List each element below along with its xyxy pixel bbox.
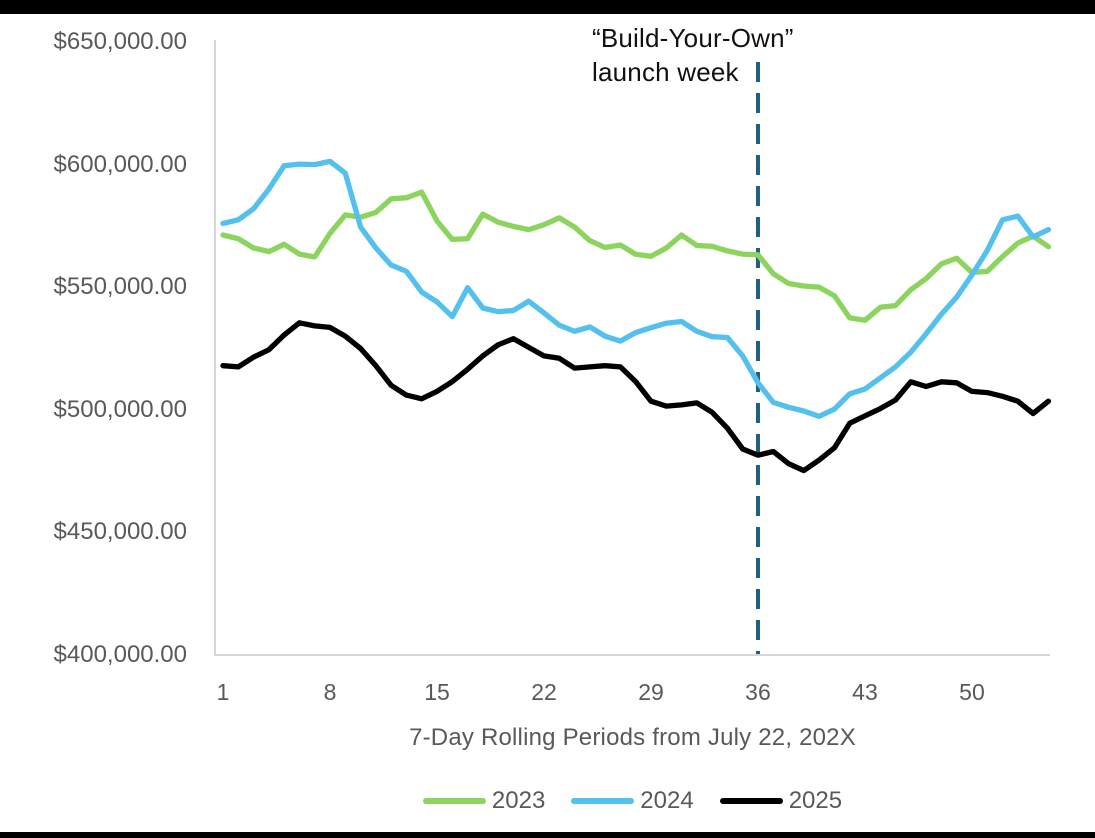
y-tick-label: $500,000.00 bbox=[53, 395, 187, 423]
series-line-2025 bbox=[220, 320, 1052, 474]
annotation-line-1: “Build-Your-Own” bbox=[592, 23, 794, 53]
series-line-2023 bbox=[220, 189, 1052, 323]
legend-swatch-2025 bbox=[719, 798, 783, 804]
x-tick-label: 22 bbox=[531, 679, 557, 705]
legend-label-2023: 2023 bbox=[491, 787, 546, 814]
legend-item-2025: 2025 bbox=[719, 787, 843, 815]
x-tick-label: 29 bbox=[638, 679, 664, 705]
y-tick-label: $650,000.00 bbox=[53, 28, 187, 55]
y-tick-label: $400,000.00 bbox=[53, 641, 187, 668]
x-tick-label: 1 bbox=[216, 679, 230, 705]
bottom-letterbox-bar bbox=[0, 832, 1095, 838]
top-letterbox-bar bbox=[0, 0, 1095, 14]
y-tick-label: $450,000.00 bbox=[53, 518, 187, 546]
legend-swatch-2023 bbox=[422, 798, 486, 804]
annotation-line-2: launch week bbox=[592, 57, 739, 87]
legend-swatch-2024 bbox=[571, 798, 635, 804]
x-tick-label: 8 bbox=[323, 679, 337, 705]
legend-label-2024: 2024 bbox=[640, 787, 694, 814]
x-tick-label: 36 bbox=[745, 679, 771, 705]
x-tick-label: 15 bbox=[424, 679, 450, 705]
y-tick-label: $600,000.00 bbox=[53, 150, 187, 178]
legend-label-2025: 2025 bbox=[788, 787, 843, 814]
x-tick-label: 50 bbox=[959, 679, 985, 705]
event-annotation: “Build-Your-Own” launch week bbox=[592, 21, 794, 89]
legend: 2023 2024 2025 bbox=[215, 787, 1050, 815]
series-line-2024 bbox=[220, 158, 1052, 420]
legend-item-2023: 2023 bbox=[422, 787, 546, 815]
y-tick-label: $550,000.00 bbox=[53, 273, 187, 301]
x-axis-title: 7-Day Rolling Periods from July 22, 202X bbox=[409, 724, 856, 751]
x-tick-label: 43 bbox=[852, 679, 878, 705]
legend-item-2024: 2024 bbox=[571, 787, 694, 815]
